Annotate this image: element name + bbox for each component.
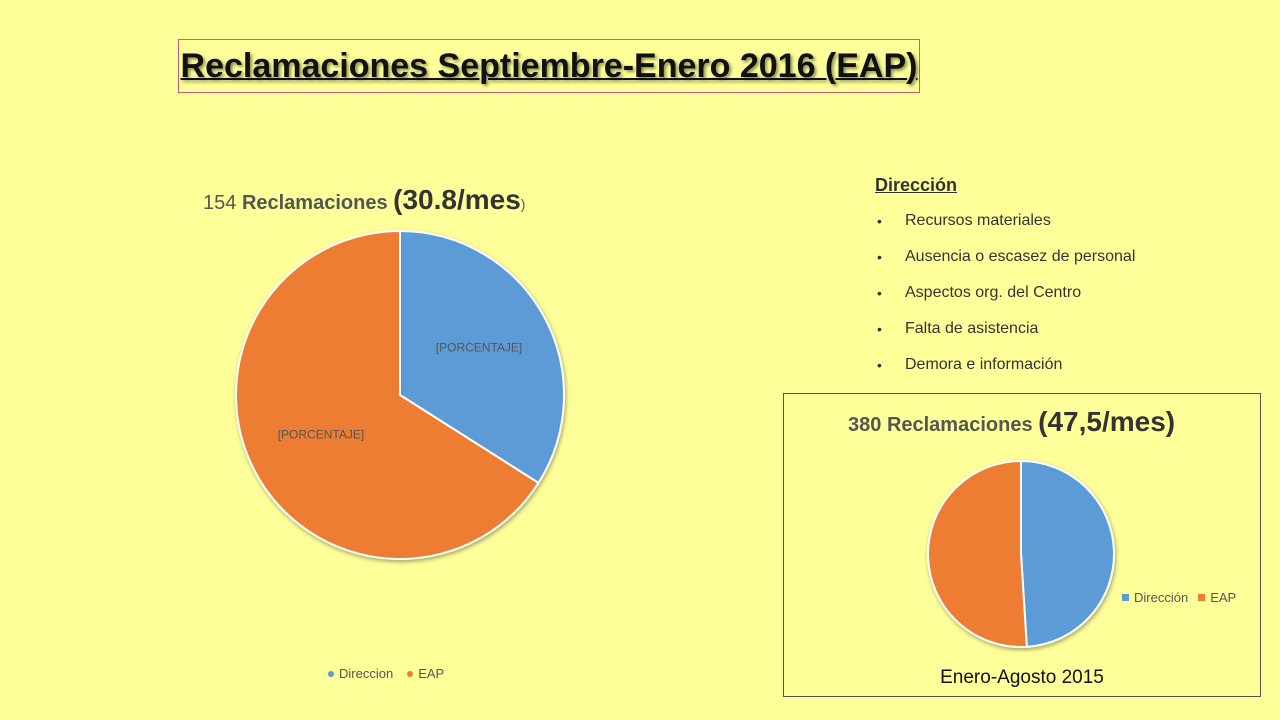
pie-data-label: [PORCENTAJE] <box>436 341 522 355</box>
direccion-heading: Dirección <box>875 175 958 195</box>
pie-slice-eap <box>235 229 540 560</box>
pie-chart-1: [PORCENTAJE] [PORCENTAJE] <box>235 229 565 560</box>
legend2-item-eap: EAP <box>1198 590 1236 605</box>
chart1-rate: 30.8/mes <box>402 184 521 215</box>
legend1-swatch-blue <box>328 670 334 677</box>
legend2-swatch-orange <box>1198 594 1206 601</box>
pie-slice-eap <box>927 459 1028 648</box>
pie-chart-2 <box>927 459 1115 648</box>
legend1-label: Direccion <box>339 666 394 681</box>
legend1-label: EAP <box>418 666 445 681</box>
legend1-item-eap: EAP <box>407 666 444 681</box>
direccion-item: Aspectos org. del Centro <box>875 282 1255 318</box>
direccion-item: Demora e información <box>875 354 1255 390</box>
chart2-title: 380 Reclamaciones (47,5/mes) <box>848 406 1175 438</box>
pie-data-label: [PORCENTAJE] <box>278 427 364 441</box>
direccion-panel: Dirección Recursos materiales Ausencia o… <box>875 175 1255 390</box>
legend2-label: EAP <box>1210 590 1237 605</box>
direccion-list: Recursos materiales Ausencia o escasez d… <box>875 210 1255 390</box>
chart2-count: 380 <box>848 414 882 436</box>
chart2-open-paren: ( <box>1038 406 1048 437</box>
chart2-legend: Dirección EAP <box>1122 590 1236 605</box>
legend2-swatch-blue <box>1122 594 1129 601</box>
legend1-swatch-orange <box>407 670 414 677</box>
chart1-count: 154 <box>203 192 237 214</box>
slide-title: Reclamaciones Septiembre-Enero 2016 (EAP… <box>180 46 918 85</box>
pie-slice-dirección <box>1020 459 1115 648</box>
legend2-label: Dirección <box>1134 590 1189 605</box>
legend1-item-direccion: Direccion <box>328 666 393 681</box>
chart1-legend: Direccion EAP <box>328 666 444 681</box>
chart2-box: 380 Reclamaciones (47,5/mes) Dirección E… <box>783 393 1261 697</box>
slide-title-box: Reclamaciones Septiembre-Enero 2016 (EAP… <box>178 39 920 93</box>
chart2-caption: Enero-Agosto 2015 <box>940 667 1104 688</box>
direccion-item: Falta de asistencia <box>875 318 1255 354</box>
chart1-title: 154 Reclamaciones (30.8/mes) <box>203 184 525 216</box>
chart2-word: Reclamaciones <box>886 414 1033 436</box>
chart2-close-paren: ) <box>1165 406 1176 437</box>
direccion-item: Ausencia o escasez de personal <box>875 246 1255 282</box>
chart1-word: Reclamaciones <box>241 192 388 214</box>
direccion-item: Recursos materiales <box>875 210 1255 246</box>
chart1-close-paren: ) <box>520 196 526 212</box>
chart2-rate: 47,5/mes <box>1047 406 1166 437</box>
legend2-item-direccion: Dirección <box>1122 590 1188 605</box>
chart1-open-paren: ( <box>393 184 403 215</box>
